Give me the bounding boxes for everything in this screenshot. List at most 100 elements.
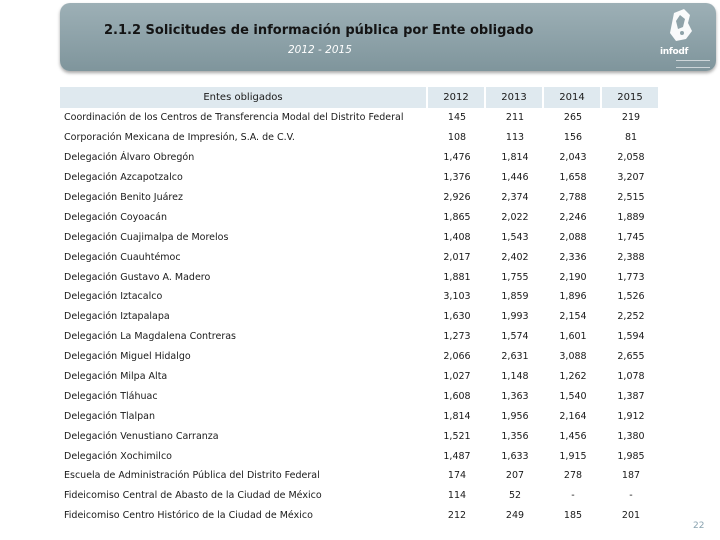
infodf-logo: infodf bbox=[652, 5, 712, 69]
year-value-cell: 1,148 bbox=[501, 371, 529, 383]
year-value-cell: 3,207 bbox=[617, 172, 645, 184]
year-value-cell: 278 bbox=[563, 470, 583, 482]
year-value-cell: 3,088 bbox=[559, 351, 587, 363]
year-value-cell: 1,540 bbox=[559, 390, 587, 402]
entity-name-cell: Delegación Iztacalco bbox=[64, 291, 163, 303]
year-value-cell: 1,594 bbox=[617, 331, 645, 343]
column-header-year: 2014 bbox=[544, 87, 602, 108]
table-row: Delegación Milpa Alta 1,027 1,148 1,262 1,07… bbox=[60, 367, 660, 387]
year-value-cell: 1,376 bbox=[443, 172, 471, 184]
year-value-cell: 2,088 bbox=[559, 231, 587, 243]
city-seal-icon bbox=[670, 9, 692, 41]
year-value-cell: 211 bbox=[505, 112, 525, 124]
entity-name-cell: Delegación Iztapalapa bbox=[64, 311, 170, 323]
year-value-cell: 2,788 bbox=[559, 192, 587, 203]
entity-name-cell: Delegación Tláhuac bbox=[64, 390, 158, 402]
year-value-cell: 1,859 bbox=[501, 291, 529, 303]
page-number: 22 bbox=[693, 521, 705, 531]
year-value-cell: 1,993 bbox=[501, 311, 529, 323]
year-value-cell: 1,912 bbox=[617, 410, 645, 422]
year-value-cell: 1,601 bbox=[559, 331, 587, 343]
table-row: Delegación Álvaro Obregón 1,476 1,814 2,043… bbox=[60, 148, 660, 168]
table-row: Fideicomiso Central de Abasto de la Ciud… bbox=[60, 486, 660, 506]
year-value-cell: 2,515 bbox=[617, 192, 645, 203]
year-value-cell: 174 bbox=[447, 470, 467, 482]
year-value-cell: 1,262 bbox=[559, 371, 587, 383]
column-header-entity: Entes obligados bbox=[60, 87, 428, 108]
year-value-cell: 1,078 bbox=[617, 371, 645, 383]
entity-name-cell: Delegación Tlalpan bbox=[64, 410, 155, 422]
year-value-cell: 3,103 bbox=[443, 291, 471, 303]
year-value-cell: 2,066 bbox=[443, 351, 471, 363]
year-value-cell: 1,745 bbox=[617, 231, 645, 243]
requests-table: Entes obligados 2012 2013 2014 2015 Coor… bbox=[60, 87, 660, 526]
year-value-cell: 113 bbox=[505, 132, 525, 144]
year-value-cell: 81 bbox=[624, 132, 638, 144]
year-value-cell: 1,881 bbox=[443, 271, 471, 283]
year-value-cell: 2,164 bbox=[559, 410, 587, 422]
page-title: 2.1.2 Solicitudes de información pública… bbox=[104, 23, 534, 38]
year-value-cell: 2,017 bbox=[443, 251, 471, 263]
entity-name-cell: Delegación La Magdalena Contreras bbox=[64, 331, 237, 343]
year-value-cell: 2,402 bbox=[501, 251, 529, 263]
year-value-cell: 1,985 bbox=[617, 450, 645, 462]
table-row: Delegación Miguel Hidalgo 2,066 2,631 3,088… bbox=[60, 347, 660, 367]
year-value-cell: 2,336 bbox=[559, 251, 587, 263]
year-value-cell: 1,380 bbox=[617, 430, 645, 442]
entity-name-cell: Delegación Xochimilco bbox=[64, 450, 172, 462]
entity-name-cell: Delegación Cuauhtémoc bbox=[64, 251, 181, 263]
year-value-cell: 1,363 bbox=[501, 390, 529, 402]
year-value-cell: - bbox=[629, 490, 633, 502]
year-value-cell: 2,655 bbox=[617, 351, 645, 363]
year-value-cell: 1,408 bbox=[443, 231, 471, 243]
table-row: Coordinación de los Centros de Transfere… bbox=[60, 108, 660, 128]
year-value-cell: 1,956 bbox=[501, 410, 529, 422]
year-value-cell: 212 bbox=[447, 510, 467, 522]
entity-name-cell: Delegación Miguel Hidalgo bbox=[64, 351, 191, 363]
year-value-cell: 1,915 bbox=[559, 450, 587, 462]
table-row: Delegación Benito Juárez 2,926 2,374 2,788 2… bbox=[60, 188, 660, 208]
entity-name-cell: Escuela de Administración Pública del Di… bbox=[64, 470, 320, 482]
year-value-cell: 2,252 bbox=[617, 311, 645, 323]
year-value-cell: 52 bbox=[508, 490, 522, 502]
table-body: Coordinación de los Centros de Transfere… bbox=[60, 108, 660, 526]
year-value-cell: 1,446 bbox=[501, 172, 529, 184]
entity-name-cell: Delegación Gustavo A. Madero bbox=[64, 271, 211, 283]
year-value-cell: 2,022 bbox=[501, 211, 529, 223]
year-value-cell: 1,526 bbox=[617, 291, 645, 303]
entity-name-cell: Delegación Cuajimalpa de Morelos bbox=[64, 231, 229, 243]
year-value-cell: 1,889 bbox=[617, 211, 645, 223]
table-row: Delegación Xochimilco 1,487 1,633 1,915 1,98… bbox=[60, 446, 660, 466]
table-header-row: Entes obligados 2012 2013 2014 2015 bbox=[60, 87, 660, 108]
year-value-cell: 1,543 bbox=[501, 231, 529, 243]
year-value-cell: - bbox=[571, 490, 575, 502]
year-value-cell: 1,608 bbox=[443, 390, 471, 402]
year-value-cell: 1,755 bbox=[501, 271, 529, 283]
year-value-cell: 108 bbox=[447, 132, 467, 144]
table-row: Fideicomiso Centro Histórico de la Ciuda… bbox=[60, 506, 660, 526]
table-row: Corporación Mexicana de Impresión, S.A. … bbox=[60, 128, 660, 148]
year-value-cell: 1,387 bbox=[617, 390, 645, 402]
table-row: Delegación Iztapalapa 1,630 1,993 2,154 2,25… bbox=[60, 307, 660, 327]
year-value-cell: 2,631 bbox=[501, 351, 529, 363]
year-value-cell: 1,476 bbox=[443, 152, 471, 164]
year-value-cell: 2,154 bbox=[559, 311, 587, 323]
year-value-cell: 2,374 bbox=[501, 192, 529, 203]
year-value-cell: 219 bbox=[621, 112, 641, 124]
entity-name-cell: Fideicomiso Centro Histórico de la Ciuda… bbox=[64, 510, 313, 522]
table-row: Delegación Coyoacán 1,865 2,022 2,246 1,889 bbox=[60, 207, 660, 227]
page-subtitle: 2012 - 2015 bbox=[288, 44, 352, 56]
column-header-year: 2013 bbox=[486, 87, 544, 108]
year-value-cell: 1,456 bbox=[559, 430, 587, 442]
year-value-cell: 2,058 bbox=[617, 152, 645, 164]
year-value-cell: 1,027 bbox=[443, 371, 471, 383]
year-value-cell: 1,658 bbox=[559, 172, 587, 184]
table-row: Delegación Azcapotzalco 1,376 1,446 1,658 3,… bbox=[60, 168, 660, 188]
year-value-cell: 1,865 bbox=[443, 211, 471, 223]
year-value-cell: 187 bbox=[621, 470, 641, 482]
year-value-cell: 145 bbox=[447, 112, 467, 124]
year-value-cell: 2,190 bbox=[559, 271, 587, 283]
year-value-cell: 185 bbox=[563, 510, 583, 522]
year-value-cell: 1,356 bbox=[501, 430, 529, 442]
logo-subtext-lines bbox=[676, 60, 710, 68]
